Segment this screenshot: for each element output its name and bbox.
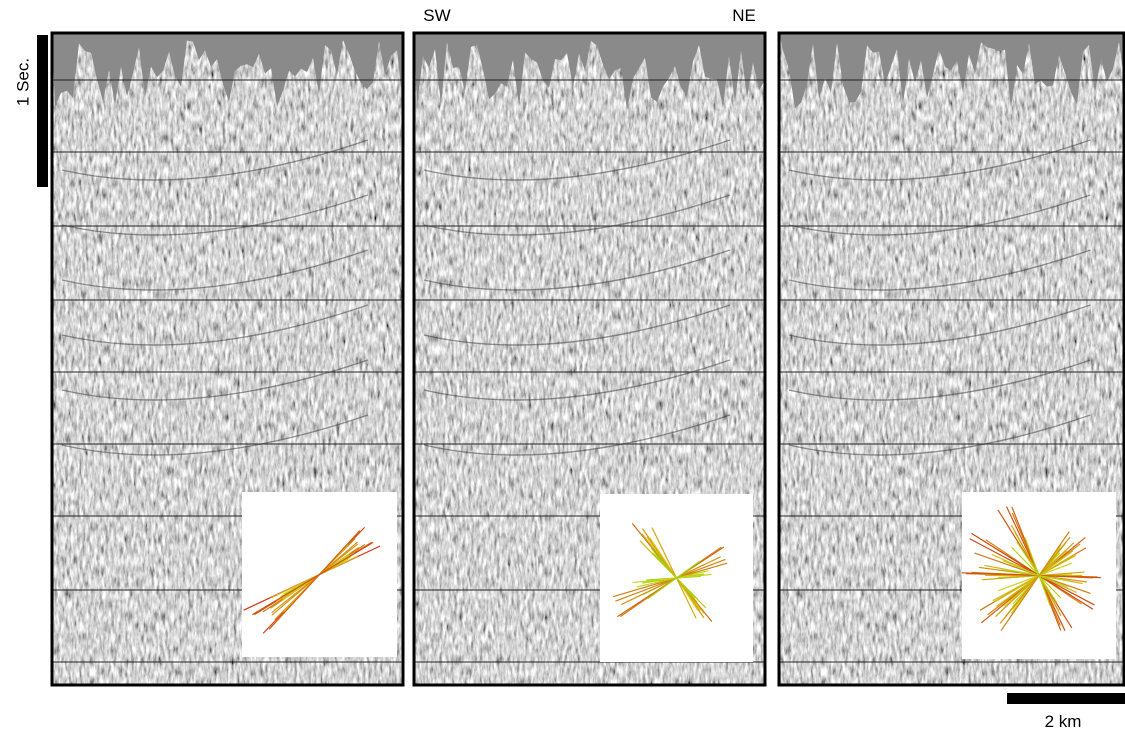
orientation-right: NE <box>732 6 756 25</box>
seismic-panel <box>52 33 403 685</box>
horizontal-scale-bar <box>1007 693 1125 704</box>
seismic-panel <box>414 33 765 685</box>
figure: 1 Sec. SW NE 2 km <box>0 0 1125 735</box>
seismic-panel <box>779 33 1125 685</box>
vertical-scale-label: 1 Sec. <box>13 58 32 106</box>
page: 1 Sec. SW NE 2 km (() => { const data = … <box>0 0 1125 735</box>
orientation-left: SW <box>423 6 450 25</box>
vertical-scale-bar <box>37 35 48 187</box>
horizontal-scale-label: 2 km <box>1045 712 1082 731</box>
panels <box>52 33 1125 685</box>
